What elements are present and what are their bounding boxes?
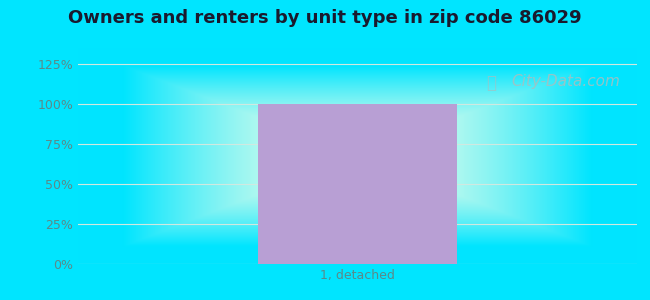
Text: City-Data.com: City-Data.com (512, 74, 620, 89)
Text: Ⓡ: Ⓡ (487, 74, 497, 92)
Bar (257, 104, 458, 264)
Text: Owners and renters by unit type in zip code 86029: Owners and renters by unit type in zip c… (68, 9, 582, 27)
